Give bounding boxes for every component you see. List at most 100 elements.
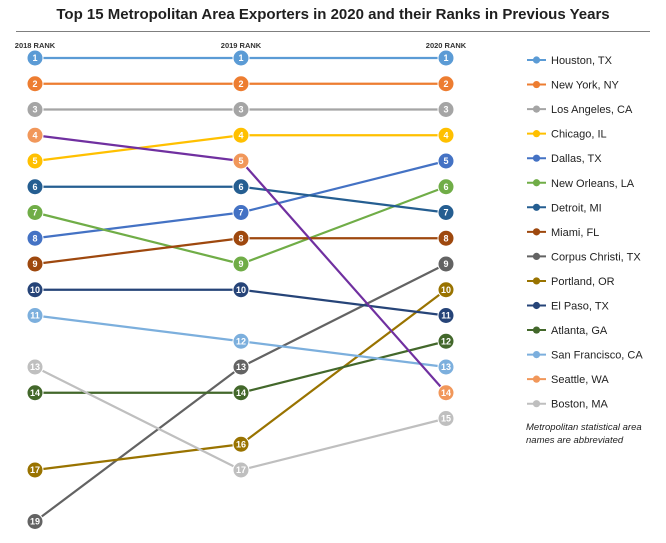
marker-dot xyxy=(26,229,44,247)
legend-swatch-dot xyxy=(532,277,541,285)
marker-rank-label: 10 xyxy=(236,285,246,295)
legend-item-11: Atlanta, GA xyxy=(527,325,608,337)
marker-rank-label: 14 xyxy=(30,388,40,398)
legend-item-2: Los Angeles, CA xyxy=(527,104,633,116)
legend-swatch-dot xyxy=(532,80,541,89)
marker-rank-label: 5 xyxy=(32,156,37,166)
marker-s11-p1: 14 xyxy=(232,384,250,402)
legend-item-13: Seattle, WA xyxy=(527,374,609,386)
legend-item-3: Chicago, IL xyxy=(527,129,607,141)
series-line-5 xyxy=(34,185,447,266)
marker-rank-label: 1 xyxy=(238,53,243,63)
marker-s3-p1: 4 xyxy=(232,126,250,144)
marker-dot xyxy=(437,229,455,247)
legend-label: El Paso, TX xyxy=(551,301,610,313)
marker-s14-p2: 15 xyxy=(437,410,455,427)
marker-s5-p1: 9 xyxy=(232,255,250,273)
marker-rank-label: 8 xyxy=(443,233,448,243)
legend-swatch-dot xyxy=(532,228,541,236)
marker-rank-label: 11 xyxy=(441,311,451,321)
marker-s9-p1: 16 xyxy=(232,435,250,453)
marker-dot xyxy=(437,410,455,427)
marker-rank-label: 8 xyxy=(32,233,37,243)
legend-item-1: New York, NY xyxy=(527,80,620,92)
marker-s12-p0: 11 xyxy=(26,307,44,324)
marker-s11-p0: 14 xyxy=(26,384,44,402)
marker-rank-label: 14 xyxy=(441,388,451,398)
marker-dot xyxy=(437,281,455,299)
marker-dot xyxy=(232,229,250,247)
marker-s13-p1: 5 xyxy=(232,152,250,170)
legend-item-6: Detroit, MI xyxy=(527,202,602,214)
title-underline xyxy=(16,31,650,32)
marker-dot xyxy=(26,178,44,196)
marker-s8-p2: 9 xyxy=(437,255,455,273)
marker-rank-label: 10 xyxy=(30,285,40,295)
marker-dot xyxy=(26,307,44,324)
marker-rank-label: 6 xyxy=(238,182,243,192)
marker-rank-label: 4 xyxy=(32,130,37,140)
marker-dot xyxy=(26,204,44,221)
legend-swatch-dot xyxy=(532,301,541,310)
chart-title: Top 15 Metropolitan Area Exporters in 20… xyxy=(56,6,610,23)
marker-s14-p0: 13 xyxy=(26,358,44,376)
marker-dot xyxy=(232,435,250,453)
marker-rank-label: 4 xyxy=(443,130,448,140)
marker-s7-p1: 8 xyxy=(232,229,250,247)
marker-s5-p0: 7 xyxy=(26,204,44,221)
marker-s2-p1: 3 xyxy=(232,101,250,118)
marker-rank-label: 15 xyxy=(441,414,451,424)
marker-s4-p1: 7 xyxy=(232,204,250,221)
legend-label: Seattle, WA xyxy=(551,374,609,386)
marker-rank-label: 12 xyxy=(441,336,451,346)
marker-dot xyxy=(437,152,455,170)
marker-dot xyxy=(232,101,250,118)
marker-rank-label: 2 xyxy=(443,79,448,89)
marker-rank-label: 7 xyxy=(238,208,243,218)
legend-swatch-dot xyxy=(532,351,541,359)
legend-item-7: Miami, FL xyxy=(527,227,599,239)
marker-dot xyxy=(26,152,44,170)
marker-s7-p0: 9 xyxy=(26,255,44,273)
legend-item-8: Corpus Christi, TX xyxy=(527,251,641,263)
year-label-1: 2019 RANK xyxy=(221,41,262,50)
marker-dot xyxy=(437,75,455,93)
legend-label: Houston, TX xyxy=(551,55,613,67)
marker-rank-label: 16 xyxy=(236,439,246,449)
marker-dot xyxy=(437,384,455,402)
marker-s6-p1: 6 xyxy=(232,178,250,196)
marker-rank-label: 4 xyxy=(238,130,243,140)
legend-swatch-dot xyxy=(532,400,541,408)
legend-label: Chicago, IL xyxy=(551,129,607,141)
marker-dot xyxy=(26,126,44,144)
legend-label: New Orleans, LA xyxy=(551,178,635,190)
marker-s4-p2: 5 xyxy=(437,152,455,170)
marker-s3-p0: 5 xyxy=(26,152,44,170)
marker-rank-label: 11 xyxy=(30,311,40,321)
marker-s10-p1: 10 xyxy=(232,281,250,299)
marker-s9-p2: 10 xyxy=(437,281,455,299)
marker-rank-label: 7 xyxy=(443,208,448,218)
marker-rank-label: 5 xyxy=(443,156,448,166)
legend-label: Corpus Christi, TX xyxy=(551,251,641,263)
footnote: Metropolitan statistical area names are … xyxy=(526,422,642,446)
legend-swatch-dot xyxy=(532,252,541,260)
marker-s6-p0: 6 xyxy=(26,178,44,196)
marker-rank-label: 3 xyxy=(32,105,37,115)
marker-rank-label: 9 xyxy=(443,259,448,269)
marker-rank-label: 6 xyxy=(32,182,37,192)
marker-rank-label: 2 xyxy=(32,79,37,89)
legend-item-14: Boston, MA xyxy=(527,399,609,411)
marker-s3-p2: 4 xyxy=(437,126,455,144)
legend-swatch-dot xyxy=(532,179,541,187)
marker-rank-label: 7 xyxy=(32,208,37,218)
marker-rank-label: 1 xyxy=(443,53,448,63)
legend: Houston, TX New York, NY Los Angeles, CA Ch… xyxy=(527,55,643,411)
marker-rank-label: 12 xyxy=(236,336,246,346)
legend-item-12: San Francisco, CA xyxy=(527,350,643,362)
marker-s0-p2: 1 xyxy=(437,49,455,67)
marker-s14-p1: 17 xyxy=(232,461,250,479)
